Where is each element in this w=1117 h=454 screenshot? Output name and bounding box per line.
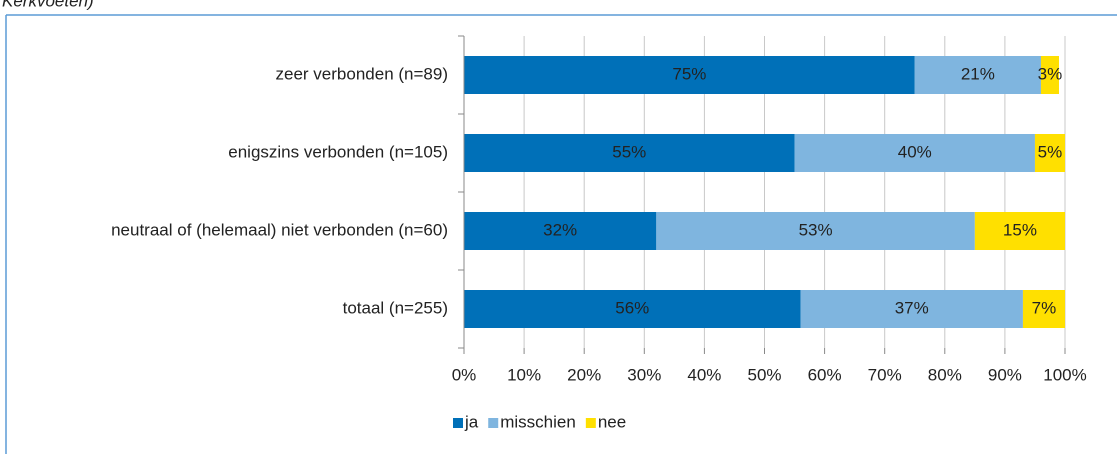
data-label: 56% — [615, 298, 649, 317]
data-label: 55% — [612, 142, 646, 161]
x-tick-label: 30% — [627, 365, 661, 384]
bar-segment — [1022, 290, 1065, 328]
data-label: 5% — [1038, 142, 1063, 161]
y-tick-label: neutraal of (helemaal) niet verbonden (n… — [111, 220, 448, 239]
bar-segment — [914, 56, 1041, 94]
legend-swatch — [585, 418, 596, 428]
bars — [464, 56, 1065, 328]
x-tick-label: 90% — [988, 365, 1022, 384]
y-tick-label: totaal (n=255) — [343, 298, 448, 317]
legend-label: misschien — [500, 412, 576, 431]
labels: 0% 10% 20% 30% 40% 50% 60% 70% 80% 90% 100% zeer ve… — [111, 64, 1087, 431]
legend-label: nee — [598, 412, 626, 431]
bar-segment — [800, 290, 1023, 328]
bar-segment — [464, 56, 915, 94]
data-label: 53% — [799, 220, 833, 239]
x-tick-label: 10% — [507, 365, 541, 384]
bar-segment — [794, 134, 1035, 172]
y-axis-ticks — [458, 35, 464, 349]
legend-label: ja — [464, 412, 479, 431]
y-tick-label: zeer verbonden (n=89) — [276, 64, 448, 83]
legend-swatch — [453, 418, 463, 428]
bar-segment — [1040, 56, 1059, 94]
data-label: 15% — [1003, 220, 1037, 239]
x-tick-label: 50% — [747, 365, 781, 384]
data-label: 75% — [672, 64, 706, 83]
data-label: 21% — [961, 64, 995, 83]
bar-segment — [974, 212, 1065, 250]
chart-title: Kerkvoeten) — [2, 0, 94, 10]
legend-swatch — [488, 418, 499, 428]
data-label: 40% — [898, 142, 932, 161]
data-label: 3% — [1038, 64, 1063, 83]
x-tick-label: 100% — [1043, 365, 1086, 384]
data-label: 37% — [895, 298, 929, 317]
bar-segment — [1034, 134, 1065, 172]
x-tick-label: 40% — [687, 365, 721, 384]
bar-segment — [464, 212, 657, 250]
bar-segment — [464, 290, 801, 328]
data-label: 32% — [543, 220, 577, 239]
x-tick-label: 0% — [452, 365, 477, 384]
y-tick-label: enigszins verbonden (n=105) — [228, 142, 448, 161]
bar-segment — [656, 212, 975, 250]
x-tick-label: 80% — [928, 365, 962, 384]
x-tick-label: 70% — [868, 365, 902, 384]
x-tick-label: 60% — [808, 365, 842, 384]
x-tick-label: 20% — [567, 365, 601, 384]
data-label: 7% — [1032, 298, 1057, 317]
bar-segment — [464, 134, 795, 172]
